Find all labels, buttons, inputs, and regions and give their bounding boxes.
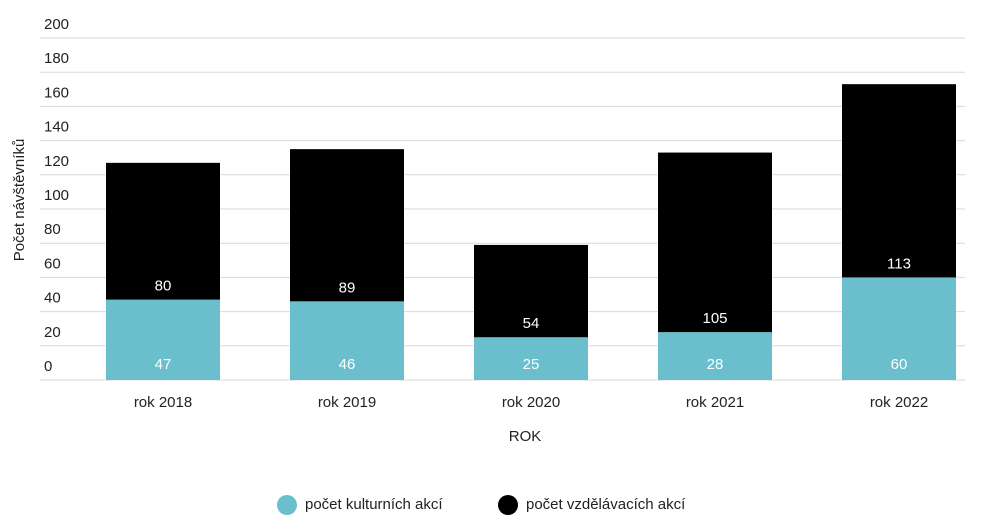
data-label: 113: [887, 255, 911, 272]
x-tick-label: rok 2021: [686, 394, 744, 411]
x-tick-label: rok 2020: [502, 394, 560, 411]
x-tick-label: rok 2018: [134, 394, 192, 411]
bar-segment: [290, 301, 404, 380]
bar-segment: [106, 299, 220, 380]
bar-segment: [658, 152, 772, 333]
bar-segment: [842, 277, 956, 380]
y-axis-label: Počet návštěvníků: [11, 139, 28, 262]
x-tick-label: rok 2022: [870, 394, 928, 411]
data-label: 25: [523, 356, 540, 373]
y-tick-label: 40: [44, 290, 61, 307]
bar-segment: [658, 332, 772, 380]
y-tick-label: 20: [44, 324, 61, 341]
data-label: 46: [339, 356, 356, 373]
y-tick-label: 120: [44, 153, 69, 170]
data-label: 105: [702, 310, 727, 327]
data-label: 60: [891, 356, 908, 373]
y-tick-label: 80: [44, 221, 61, 238]
data-label: 89: [339, 279, 356, 296]
y-tick-label: 0: [44, 358, 52, 375]
legend-label: počet vzdělávacích akcí: [526, 496, 686, 513]
y-tick-label: 100: [44, 187, 69, 204]
legend-marker: [498, 495, 518, 515]
y-tick-label: 180: [44, 50, 69, 67]
legend-marker: [277, 495, 297, 515]
data-label: 28: [707, 356, 724, 373]
y-tick-label: 60: [44, 255, 61, 272]
bar-segment: [106, 162, 220, 300]
data-label: 47: [155, 356, 172, 373]
data-label: 80: [155, 278, 172, 295]
bar-segment: [290, 149, 404, 302]
y-tick-label: 200: [44, 16, 69, 33]
x-axis-label: ROK: [509, 428, 542, 445]
y-tick-label: 140: [44, 119, 69, 136]
y-tick-label: 160: [44, 84, 69, 101]
legend-label: počet kulturních akcí: [305, 496, 443, 513]
bar-segment: [474, 337, 588, 380]
bar-segment: [842, 84, 956, 278]
bar-segment: [474, 244, 588, 338]
x-tick-label: rok 2019: [318, 394, 376, 411]
data-label: 54: [523, 315, 540, 332]
